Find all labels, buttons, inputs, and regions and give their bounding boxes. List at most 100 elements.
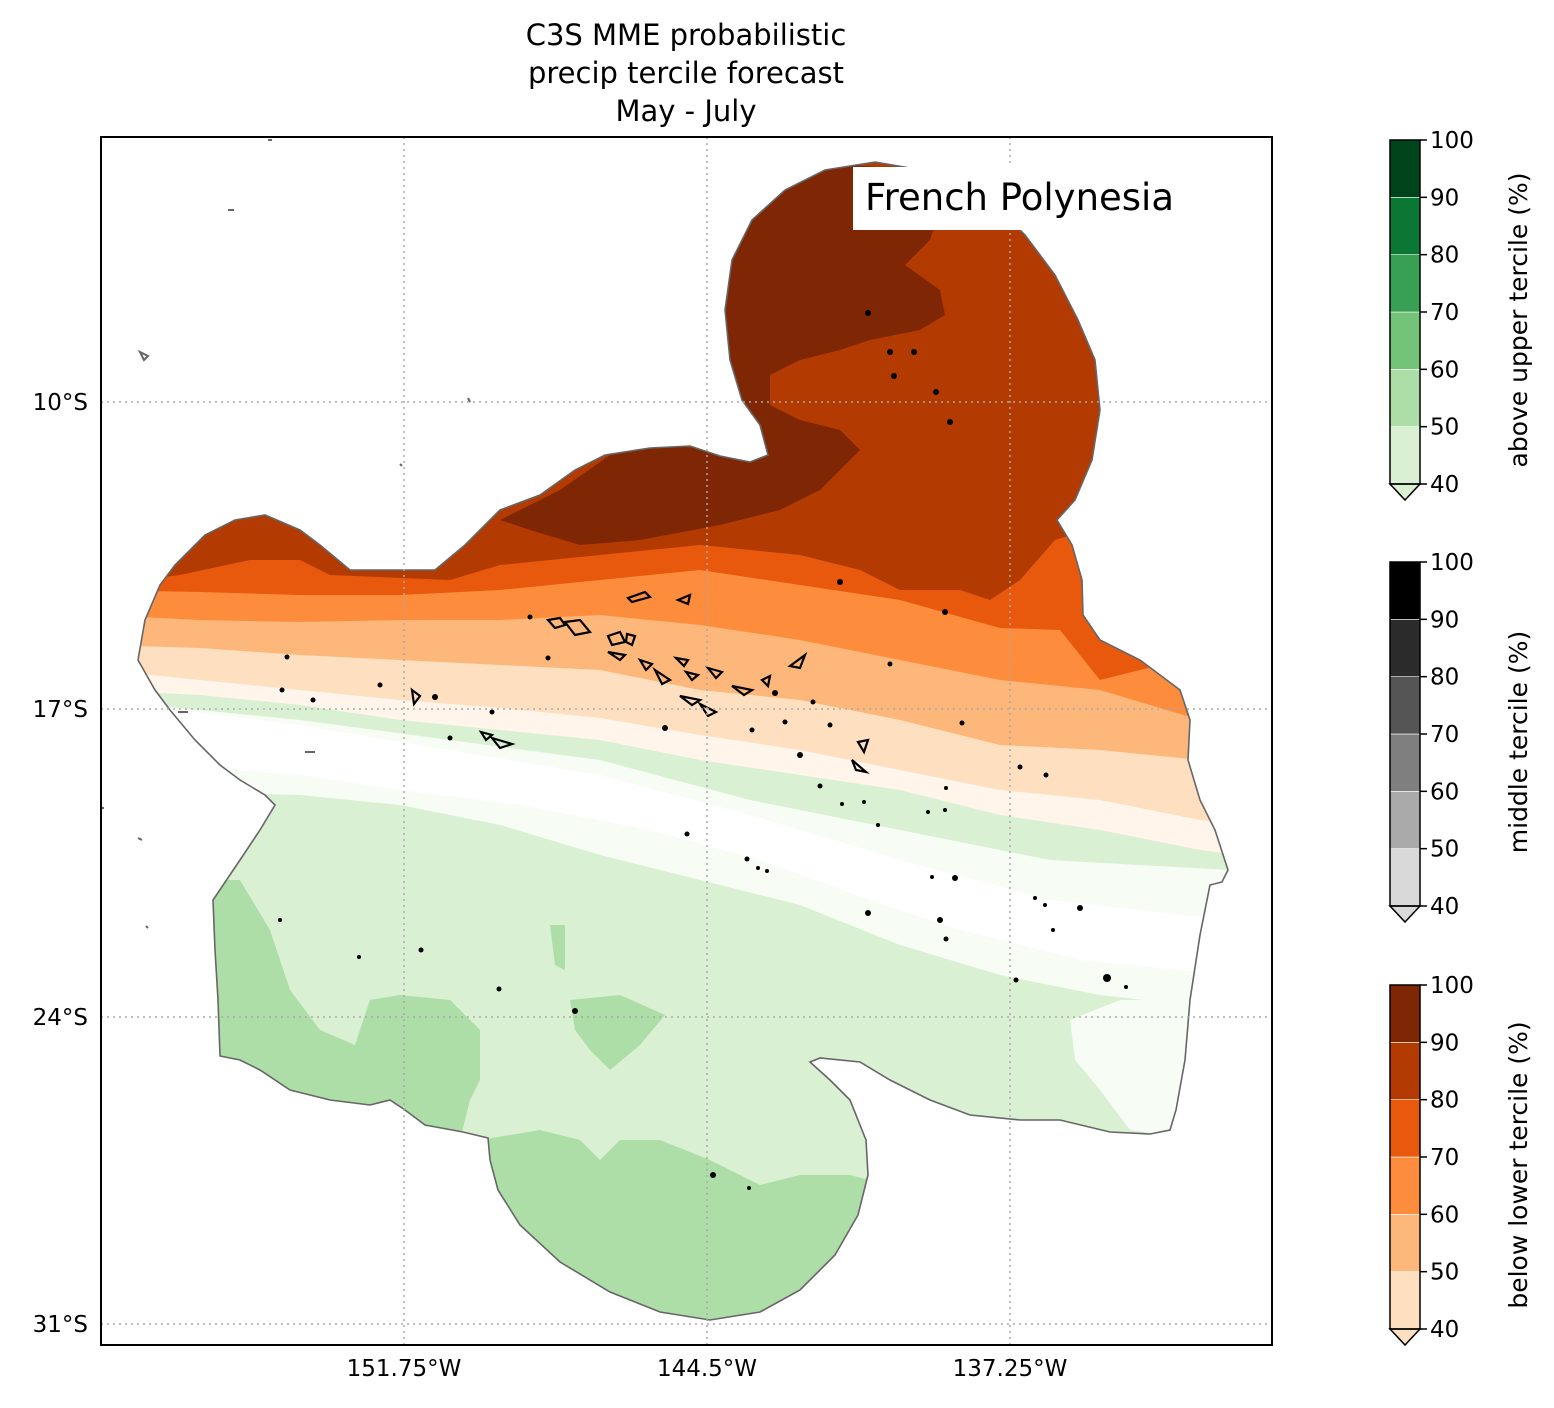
- colorbar-segment: [1389, 197, 1421, 255]
- colorbar-tick-label: 90: [1430, 1030, 1459, 1056]
- atoll: [947, 419, 953, 425]
- colorbar-extend-arrow: [1388, 905, 1422, 924]
- region-label-box: [853, 167, 1217, 230]
- atoll: [944, 786, 948, 790]
- atoll: [747, 1186, 751, 1190]
- island: [478, 730, 495, 742]
- colorbar-tick-label: 50: [1430, 837, 1459, 863]
- plot-frame: [100, 136, 1273, 1346]
- island: [637, 658, 655, 672]
- title-line-1: C3S MME probabilistic: [525, 18, 847, 52]
- band-above-50-60-patch: [570, 995, 665, 1070]
- atoll: [418, 947, 424, 953]
- island: [137, 349, 150, 362]
- atoll: [1051, 928, 1055, 932]
- atoll: [572, 1008, 578, 1014]
- colorbar-segment: [1390, 426, 1420, 484]
- atoll: [756, 866, 760, 870]
- colorbar-segment: [1389, 1099, 1421, 1158]
- atoll: [891, 373, 897, 379]
- island: [850, 759, 870, 774]
- atoll: [865, 310, 871, 316]
- atoll: [837, 579, 843, 585]
- colorbar-tick-label: 100: [1430, 973, 1474, 999]
- island: [760, 674, 772, 689]
- colorbar-3: 100 90 80 70 60 50 40 below lower tercile (%): [1388, 973, 1533, 1347]
- atoll: [943, 936, 949, 942]
- atoll: [911, 349, 917, 355]
- colorbar-segment: [1389, 139, 1421, 198]
- colorbar-tick-label: 80: [1430, 1088, 1459, 1114]
- lon-tick-label: 151.75°W: [347, 1356, 462, 1382]
- atoll: [377, 682, 383, 688]
- atoll: [1013, 977, 1019, 983]
- island: [488, 735, 516, 750]
- colorbar-segment: [1389, 254, 1421, 313]
- atoll: [772, 690, 778, 696]
- colorbar-1: 100 90 80 70 60 50 40 above upper tercile (%): [1388, 128, 1533, 502]
- atoll: [937, 917, 943, 923]
- colorbar-segment: [1389, 733, 1421, 792]
- colorbar-tick-label: 40: [1430, 1317, 1459, 1343]
- island: [625, 590, 653, 604]
- atoll: [840, 802, 844, 806]
- band-above-near-normal-east: [1070, 1000, 1200, 1140]
- atoll: [810, 699, 816, 705]
- atoll: [1017, 764, 1023, 770]
- atoll: [1033, 896, 1037, 900]
- other-islands: [100, 139, 471, 929]
- atoll: [1043, 772, 1049, 778]
- colorbar-tick-label: 70: [1430, 722, 1459, 748]
- atoll: [489, 709, 495, 715]
- colorbar-segment: [1390, 1271, 1420, 1329]
- atoll: [284, 654, 290, 660]
- island: [696, 701, 719, 718]
- island: [467, 397, 471, 403]
- atoll: [942, 609, 948, 615]
- band-above-50-60-small: [550, 925, 565, 970]
- colorbar-segment: [1389, 619, 1421, 677]
- atoll: [930, 875, 934, 879]
- island: [624, 632, 637, 647]
- island: [137, 837, 143, 841]
- colorbar-segment: [1389, 984, 1421, 1043]
- atoll: [887, 349, 893, 355]
- lon-axis: 151.75°W 144.5°W 137.25°W: [347, 1356, 1068, 1382]
- colorbar-tick-label: 50: [1430, 415, 1459, 441]
- colorbar-tick-label: 80: [1430, 243, 1459, 269]
- band-above-50-60-west: [210, 880, 480, 1140]
- colorbar-segment: [1389, 1156, 1421, 1215]
- colorbar-label: above upper tercile (%): [1504, 173, 1533, 468]
- colorbar-segment: [1389, 369, 1421, 427]
- atoll: [943, 808, 947, 812]
- island: [856, 738, 870, 755]
- colorbar-tick-label: 60: [1430, 779, 1459, 805]
- atoll: [496, 986, 502, 992]
- colorbar-tick-label: 90: [1430, 607, 1459, 633]
- atoll: [1043, 903, 1047, 907]
- colorbar-tick-label: 100: [1430, 128, 1474, 154]
- colorbar-tick-label: 40: [1430, 472, 1459, 498]
- colorbar-segment: [1389, 1042, 1421, 1100]
- island: [607, 650, 628, 662]
- colorbar-label: middle tercile (%): [1504, 631, 1533, 853]
- island: [731, 684, 755, 697]
- title-line-2: precip tercile forecast: [527, 56, 845, 90]
- atoll: [662, 725, 668, 731]
- island: [787, 651, 808, 670]
- island: [683, 670, 701, 682]
- island: [679, 694, 703, 707]
- atoll: [782, 719, 788, 725]
- colorbar-segment: [1389, 561, 1421, 620]
- colorbar-label: below lower tercile (%): [1504, 1021, 1533, 1308]
- atoll: [1124, 985, 1128, 989]
- island: [545, 616, 567, 630]
- colorbar-2: 100 90 80 70 60 50 40 middle tercile (%): [1388, 550, 1533, 924]
- atoll: [765, 869, 769, 873]
- atoll: [447, 735, 453, 741]
- colorbar-segment: [1390, 848, 1420, 906]
- colorbar-tick-label: 80: [1430, 665, 1459, 691]
- colorbar-tick-label: 90: [1430, 185, 1459, 211]
- atolls: [278, 310, 1128, 1190]
